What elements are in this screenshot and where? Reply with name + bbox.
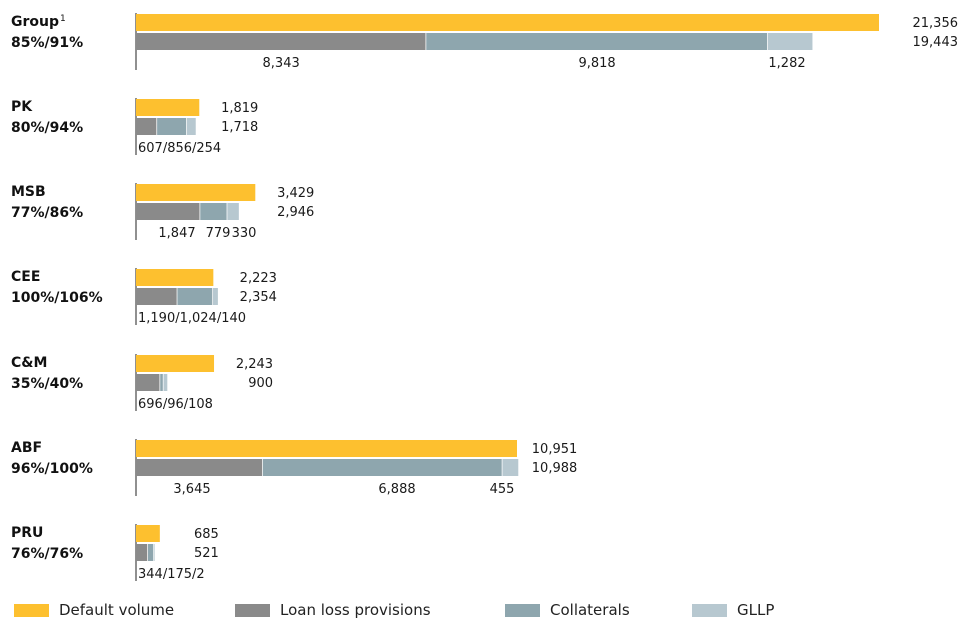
bar-gllp: [502, 459, 519, 476]
coverage-ratio-msb: 77%/86%: [11, 205, 83, 221]
data-label-total-coverage: 2,354: [240, 290, 277, 305]
segment-label-abf: ABF: [11, 440, 42, 456]
segment-label-msb: MSB: [11, 184, 46, 200]
coverage-ratio-cee: 100%/106%: [11, 290, 103, 306]
data-label-collaterals: 779: [206, 226, 231, 241]
coverage-ratio-pk: 80%/94%: [11, 120, 83, 136]
bar-default-volume: [136, 355, 215, 372]
data-label-loan-loss-provisions: 3,645: [173, 482, 210, 497]
bar-default-volume: [136, 99, 200, 116]
legend-swatch: [505, 603, 540, 617]
bar-default-volume: [136, 525, 160, 542]
data-label-default-volume: 2,223: [240, 271, 277, 286]
bar-default-volume: [136, 14, 879, 31]
bar-collaterals: [262, 459, 503, 476]
bar-collaterals: [200, 203, 228, 220]
data-label-default-volume: 685: [194, 527, 219, 542]
legend-item-collaterals: Collaterals: [505, 600, 630, 620]
bar-gllp: [213, 288, 218, 305]
segment-label-pru: PRU: [11, 525, 43, 541]
legend-label: Loan loss provisions: [280, 601, 431, 619]
coverage-ratio-c-m: 35%/40%: [11, 376, 83, 392]
legend-label: Collaterals: [550, 601, 630, 619]
data-label-gllp: 455: [490, 482, 515, 497]
segment-label-cee: CEE: [11, 269, 40, 285]
bar-default-volume: [136, 184, 256, 201]
data-label-collaterals: 9,818: [578, 56, 615, 71]
coverage-ratio-group: 85%/91%: [11, 35, 83, 51]
bar-loan-loss-provisions: [136, 203, 201, 220]
legend-item-default-volume: Default volume: [14, 600, 174, 620]
bar-loan-loss-provisions: [136, 459, 263, 476]
bar-gllp: [227, 203, 239, 220]
bar-gllp: [163, 374, 168, 391]
segment-label-group: Group1: [11, 14, 66, 30]
legend-label: Default volume: [59, 601, 175, 619]
data-label-default-volume: 10,951: [532, 442, 578, 457]
data-label-total-coverage: 2,946: [277, 205, 314, 220]
data-label-gllp: 330: [232, 226, 257, 241]
bar-gllp: [186, 118, 196, 135]
data-label-loan-loss-provisions: 8,343: [263, 56, 300, 71]
bar-gllp: [154, 544, 155, 561]
bar-collaterals: [160, 374, 164, 391]
legend-item-loan-loss-provisions: Loan loss provisions: [235, 600, 431, 620]
data-label-default-volume: 2,243: [236, 357, 273, 372]
bar-collaterals: [157, 118, 187, 135]
segment-label-pk: PK: [11, 99, 33, 115]
footnote-marker: 1: [60, 14, 66, 24]
data-label-components: 344/175/2: [138, 567, 205, 582]
bar-collaterals: [426, 33, 768, 50]
data-label-components: 696/96/108: [138, 397, 213, 412]
bar-gllp: [767, 33, 813, 50]
data-label-total-coverage: 521: [194, 546, 219, 561]
legend-swatch: [235, 603, 270, 617]
data-label-total-coverage: 19,443: [913, 35, 959, 50]
data-label-default-volume: 1,819: [221, 101, 258, 116]
data-label-default-volume: 21,356: [913, 16, 959, 31]
data-label-components: 1,190/1,024/140: [138, 311, 246, 326]
bar-loan-loss-provisions: [136, 374, 161, 391]
data-label-gllp: 1,282: [768, 56, 805, 71]
legend-swatch: [14, 603, 49, 617]
bar-loan-loss-provisions: [136, 288, 178, 305]
data-label-collaterals: 6,888: [378, 482, 415, 497]
bar-default-volume: [136, 440, 517, 457]
bar-default-volume: [136, 269, 214, 286]
data-label-components: 607/856/254: [138, 141, 221, 156]
data-label-total-coverage: 10,988: [532, 461, 578, 476]
data-label-total-coverage: 1,718: [221, 120, 258, 135]
legend-label: GLLP: [737, 601, 775, 619]
coverage-ratio-abf: 96%/100%: [11, 461, 93, 477]
data-label-default-volume: 3,429: [277, 186, 314, 201]
legend-swatch: [692, 603, 727, 617]
chart: Group1 85%/91% 21,356 19,443 8,343 9,818 1,282…: [11, 13, 959, 582]
bar-loan-loss-provisions: [136, 544, 148, 561]
data-label-loan-loss-provisions: 1,847: [158, 226, 195, 241]
bar-loan-loss-provisions: [136, 33, 427, 50]
legend: Default volume Loan loss provisions Collat…: [14, 600, 954, 620]
bar-loan-loss-provisions: [136, 118, 158, 135]
legend-item-gllp: GLLP: [692, 600, 774, 620]
coverage-ratio-pru: 76%/76%: [11, 546, 83, 562]
bar-collaterals: [177, 288, 214, 305]
segment-label-c-m: C&M: [11, 355, 47, 371]
data-label-total-coverage: 900: [248, 376, 273, 391]
bar-collaterals: [147, 544, 155, 561]
